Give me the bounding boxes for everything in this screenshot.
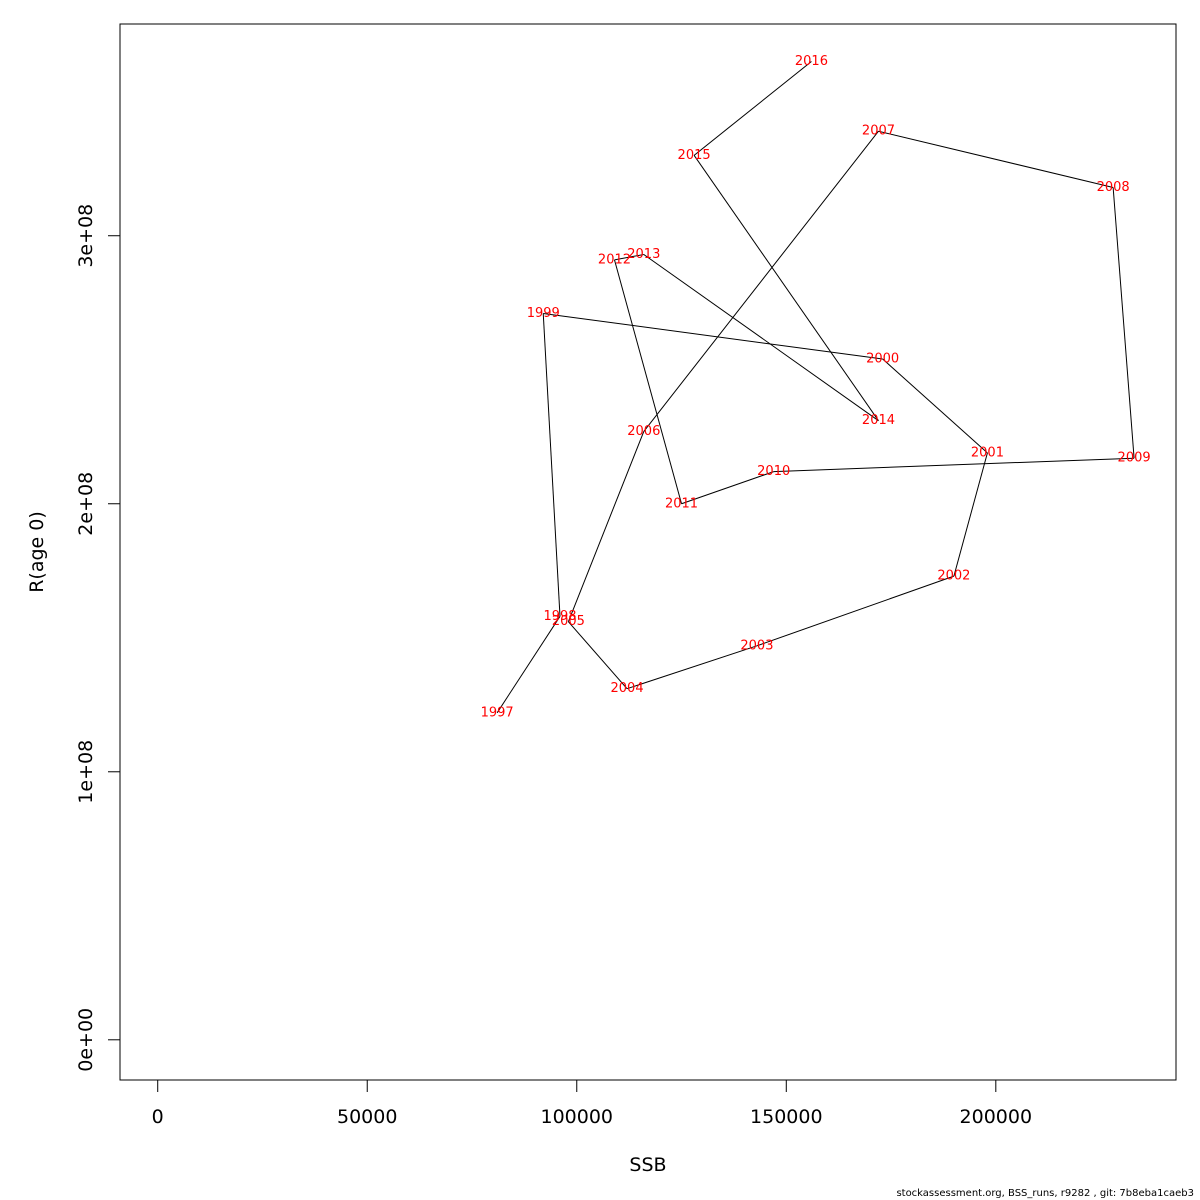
series-path-group [496, 61, 1135, 714]
point-label-2009: 2009 [1118, 451, 1151, 466]
point-label-2012: 2012 [598, 252, 631, 267]
plot-frame [119, 23, 1177, 1081]
series-segment-2011-2012 [613, 259, 683, 504]
y-axis-label: R(age 0) [26, 511, 48, 593]
footer-credit: stockassessment.org, BSS_runs, r9282 , g… [896, 1188, 1194, 1199]
point-label-2005: 2005 [552, 614, 585, 629]
series-segment-2005-2006 [567, 431, 645, 622]
point-label-2006: 2006 [627, 424, 660, 439]
point-label-2014: 2014 [862, 413, 895, 428]
point-label-2000: 2000 [866, 352, 899, 367]
series-segment-2014-2015 [693, 155, 879, 421]
series-segment-1999-2000 [543, 312, 883, 360]
point-label-2013: 2013 [627, 247, 660, 262]
series-segment-2001-2002 [953, 452, 988, 577]
x-axis: 0 50000 100000 150000 200000 [152, 1079, 1033, 1128]
y-tick-label: 0e+00 [75, 1008, 97, 1072]
x-tick-label: 50000 [337, 1106, 397, 1128]
x-tick-label: 150000 [750, 1106, 823, 1128]
point-label-2011: 2011 [665, 496, 698, 511]
y-tick-label: 1e+08 [75, 740, 97, 804]
point-label-2015: 2015 [678, 148, 711, 163]
point-label-1998: 1998 [543, 609, 576, 624]
series-segment-2006-2007 [643, 130, 879, 432]
series-segment-2003-2004 [626, 645, 758, 690]
point-label-2010: 2010 [757, 464, 790, 479]
year-labels-group: 1997 1998 1999 2000 2001 2002 2003 2004 2005 2006… [481, 54, 1151, 720]
point-label-1999: 1999 [527, 306, 560, 321]
series-segment-2000-2001 [882, 358, 988, 454]
series-segment-1998-1999 [542, 313, 561, 617]
series-segment-2012-2013 [614, 254, 644, 261]
x-tick-label: 100000 [540, 1106, 613, 1128]
series-segment-2015-2016 [693, 61, 812, 156]
point-label-2007: 2007 [862, 124, 895, 139]
point-label-2016: 2016 [795, 54, 828, 69]
point-label-2001: 2001 [971, 445, 1004, 460]
y-tick-label: 3e+08 [75, 204, 97, 268]
point-label-2008: 2008 [1097, 180, 1130, 195]
series-segment-2004-2005 [568, 621, 628, 690]
series-segment-2013-2014 [643, 254, 879, 422]
point-label-2002: 2002 [937, 569, 970, 584]
series-segment-1997-1998 [496, 616, 561, 714]
x-axis-label: SSB [629, 1154, 666, 1176]
y-tick-label: 2e+08 [75, 472, 97, 536]
series-segment-2009-2010 [773, 457, 1135, 473]
point-label-2004: 2004 [611, 681, 644, 696]
series-segment-2007-2008 [878, 130, 1114, 188]
series-segment-2010-2011 [681, 471, 774, 505]
series-segment-2002-2003 [756, 575, 955, 647]
series-segment-2008-2009 [1112, 187, 1135, 459]
y-axis: 0e+00 1e+08 2e+08 3e+08 [75, 204, 121, 1072]
x-tick-label: 200000 [960, 1106, 1033, 1128]
point-label-1997: 1997 [481, 705, 514, 720]
point-label-2003: 2003 [740, 638, 773, 653]
x-tick-label: 0 [152, 1106, 164, 1128]
